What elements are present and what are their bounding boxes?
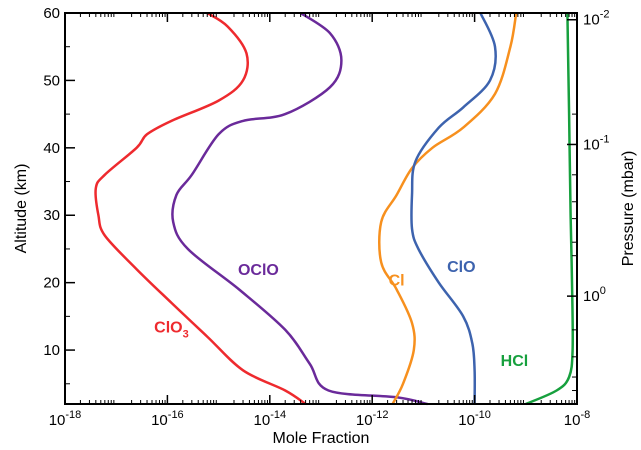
y2-tick-label: 100 [583,285,606,305]
series-label-cl: Cl [389,272,405,289]
series-label-clo3: ClO3 [154,319,189,340]
y2-axis-label: Pressure (mbar) [620,151,637,267]
x-tick-label: 10-8 [564,409,590,429]
plot-frame [64,12,578,405]
y2-tick-label: 10-2 [583,9,609,29]
x-tick-label: 10-16 [151,409,184,429]
y-tick-label: 40 [43,140,60,157]
series-line-cl-2 [378,12,518,405]
x-tick-label: 10-14 [254,409,287,429]
y-tick-label: 30 [43,207,60,224]
y-tick-label: 50 [43,72,60,89]
tick-layer: 10-18 10-16 10-14 10-12 10-10 10-8 10 20 30 40 50 6… [43,5,609,429]
series-line-oclo-1 [171,11,428,406]
series-label-oclo: OClO [238,262,279,279]
x-tick-label: 10-10 [458,409,491,429]
x-axis-label: Mole Fraction [273,430,370,447]
y2-tick-label: 10-1 [583,133,609,153]
series-label-hcl: HCl [501,353,529,370]
series-label-clo: ClO [447,259,475,276]
x-tick-label: 10-12 [356,409,389,429]
series-line-clo3-0 [94,11,307,406]
series-line-hcl-4 [525,12,575,406]
y-tick-label: 10 [43,342,60,359]
series-line-clo-3 [410,12,497,405]
series-layer [94,11,575,406]
x-tick-label: 10-18 [49,409,82,429]
label-layer: ClO3 OClO Cl ClO HCl [154,259,528,370]
y-tick-label: 20 [43,275,60,292]
y-tick-label: 60 [43,5,60,22]
y-axis-label: Altitude (km) [13,164,30,254]
